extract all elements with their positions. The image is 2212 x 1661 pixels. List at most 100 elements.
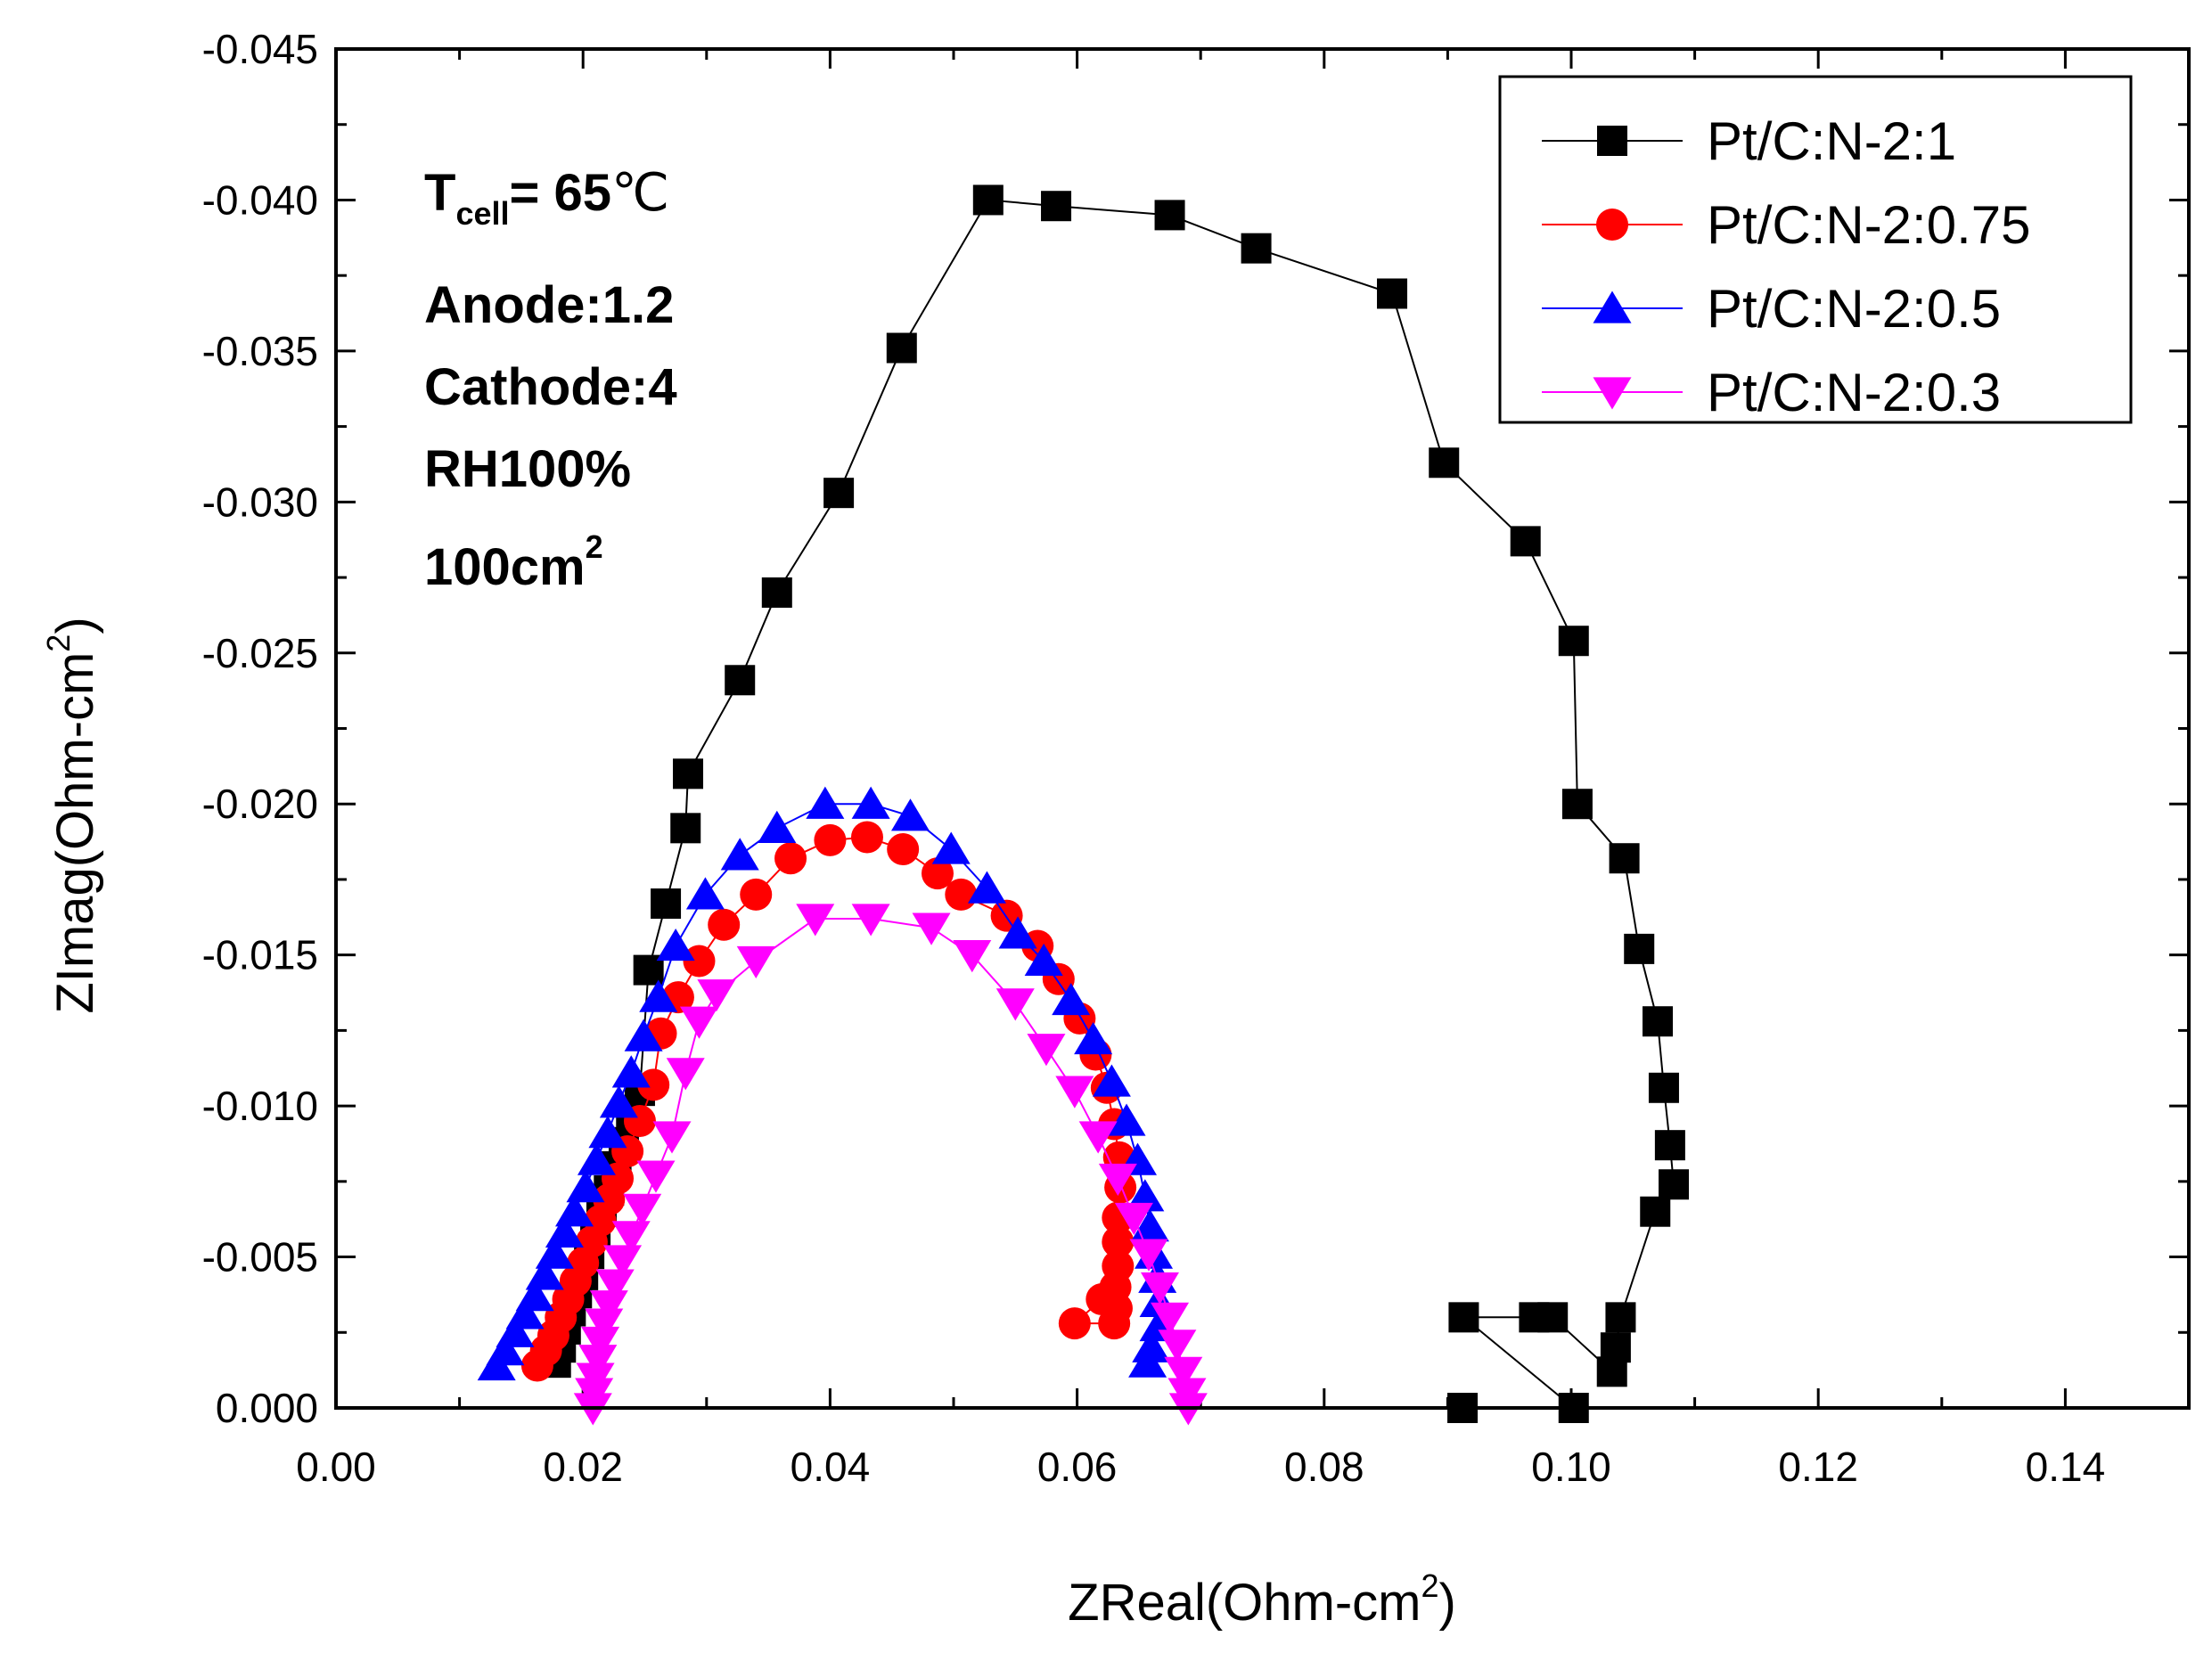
data-point: [1114, 1202, 1153, 1236]
data-point: [651, 888, 682, 920]
data-point: [1659, 1169, 1690, 1200]
y-tick-label: -0.030: [202, 479, 318, 525]
data-point: [515, 1279, 554, 1312]
data-point: [1648, 1072, 1679, 1103]
data-point: [1640, 1196, 1671, 1227]
legend-entry: Pt/C:N-2:0.75: [1542, 195, 2031, 255]
legend-marker: [1597, 126, 1627, 156]
data-point: [887, 833, 920, 866]
data-point: [1151, 1302, 1190, 1335]
data-point: [967, 871, 1006, 904]
data-point: [851, 786, 890, 819]
x-tick-label: 0.02: [543, 1444, 623, 1490]
y-tick-label: -0.020: [202, 781, 318, 827]
data-point: [1609, 843, 1640, 874]
data-point: [1654, 1130, 1685, 1161]
data-point: [1132, 1330, 1171, 1362]
data-point: [796, 904, 835, 937]
data-point: [1519, 1302, 1550, 1333]
data-point: [652, 1121, 692, 1154]
legend-entry: Pt/C:N-2:0.5: [1542, 279, 2001, 339]
data-point: [554, 1194, 594, 1227]
data-point: [578, 1345, 618, 1378]
legend-entry: Pt/C:N-2:0.3: [1542, 363, 2001, 422]
data-point: [823, 478, 855, 509]
data-point: [611, 1055, 651, 1088]
data-point: [851, 904, 890, 937]
y-axis-title-main: ZImag(Ohm-cm: [46, 652, 104, 1014]
x-tick-label: 0.12: [1778, 1444, 1858, 1490]
data-point: [576, 1362, 615, 1395]
data-point: [1154, 200, 1185, 231]
x-tick-label: 0.06: [1037, 1444, 1118, 1490]
data-point: [736, 945, 775, 978]
data-point: [886, 332, 917, 364]
y-tick-label: -0.035: [202, 328, 318, 374]
data-point: [1052, 982, 1091, 1016]
data-point: [666, 1058, 705, 1091]
data-point: [1377, 278, 1408, 309]
data-point: [588, 1116, 627, 1149]
data-point: [814, 823, 847, 856]
annotation-temperature-sub: cell: [455, 195, 509, 232]
y-tick-label: -0.025: [202, 630, 318, 676]
data-point: [1561, 789, 1593, 820]
data-point: [1605, 1302, 1636, 1333]
data-point: [998, 916, 1037, 949]
data-point: [890, 798, 930, 831]
data-point: [1092, 1064, 1131, 1097]
data-point: [1128, 1345, 1167, 1378]
data-point: [1098, 1163, 1137, 1196]
data-point: [912, 912, 951, 945]
legend-marker: [1596, 209, 1628, 241]
data-point: [566, 1170, 605, 1203]
annotation-area-sup: 2: [586, 528, 603, 565]
x-axis-title-close: ): [1439, 1574, 1456, 1632]
data-point: [486, 1333, 525, 1366]
data-point: [725, 665, 756, 696]
data-point: [1074, 1022, 1113, 1055]
data-point: [599, 1085, 638, 1118]
data-point: [496, 1314, 535, 1347]
data-point: [1241, 233, 1272, 264]
x-tick-label: 0.08: [1284, 1444, 1364, 1490]
y-axis-title: ZImag(Ohm-cm2): [40, 617, 104, 1013]
data-point: [761, 577, 792, 608]
data-point: [931, 831, 971, 864]
y-axis-title-close: ): [46, 617, 104, 634]
legend-marker: [1593, 377, 1632, 410]
y-tick-label: -0.010: [202, 1083, 318, 1129]
data-point: [995, 988, 1035, 1021]
y-axis-title-sup: 2: [40, 634, 77, 652]
legend-marker: [1593, 290, 1632, 323]
x-axis-title-sup: 2: [1421, 1567, 1438, 1604]
y-tick-label: -0.015: [202, 932, 318, 978]
data-point: [1024, 943, 1063, 977]
legend: Pt/C:N-2:1 Pt/C:N-2:0.75 Pt/C:N-2:0.5 Pt/C:…: [1498, 75, 2133, 424]
x-tick-label: 0.14: [2026, 1444, 2106, 1490]
data-point: [697, 979, 736, 1012]
annotation-temperature-t: T: [424, 164, 455, 222]
x-tick-label: 0.10: [1531, 1444, 1611, 1490]
legend-label: Pt/C:N-2:0.3: [1707, 363, 2001, 422]
data-point: [1158, 1330, 1197, 1362]
annotation-area: 100cm2: [424, 528, 603, 596]
data-point: [1510, 526, 1541, 557]
data-point: [720, 838, 759, 871]
legend-label: Pt/C:N-2:1: [1707, 111, 1956, 171]
data-point: [656, 928, 695, 961]
data-point: [1102, 1225, 1135, 1258]
annotation-temperature-unit: ℃: [611, 164, 669, 222]
axes-layer: 0.00 0.02 0.04 0.06 0.08 0.10 0.12 0.14 0.000 -0.…: [202, 26, 2189, 1490]
data-point: [639, 979, 678, 1012]
data-point: [1429, 447, 1460, 479]
data-point: [1596, 1356, 1627, 1387]
legend-label: Pt/C:N-2:0.5: [1707, 279, 2001, 339]
annotation-temperature: Tcell= 65℃: [424, 164, 669, 232]
data-point: [611, 1221, 651, 1254]
y-tick-label: -0.045: [202, 26, 318, 72]
data-point: [623, 1193, 662, 1226]
series-layer: [477, 184, 1690, 1426]
annotation-anode: Anode:1.2: [424, 276, 674, 334]
